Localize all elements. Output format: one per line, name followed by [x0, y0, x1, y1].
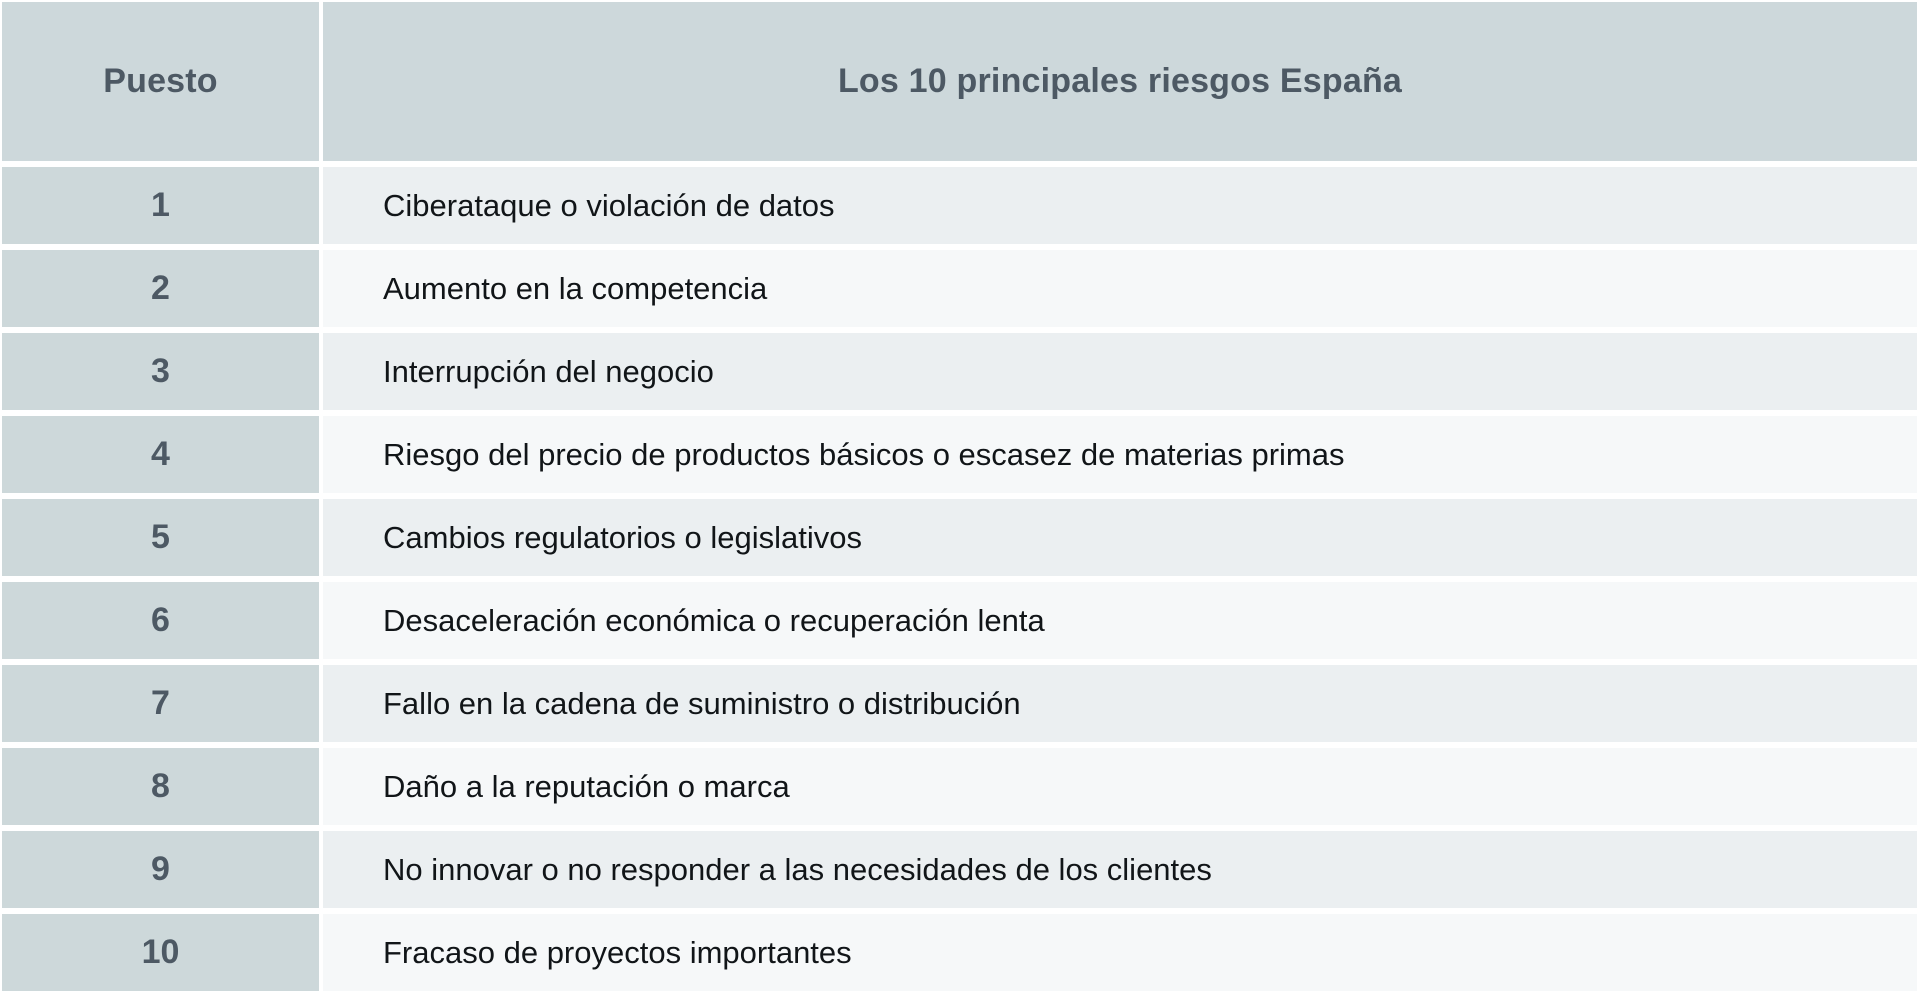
risk-cell: Fallo en la cadena de suministro o distr…: [323, 665, 1917, 742]
rank-value: 6: [151, 601, 170, 639]
risk-cell: Fracaso de proyectos importantes: [323, 914, 1917, 991]
risk-label: Riesgo del precio de productos básicos o…: [383, 436, 1345, 472]
header-title-cell: Los 10 principales riesgos España: [323, 2, 1917, 161]
risk-label: Fracaso de proyectos importantes: [383, 934, 852, 970]
table-title: Los 10 principales riesgos España: [837, 62, 1403, 100]
rank-cell: 5: [2, 499, 319, 576]
risk-label: Ciberataque o violación de datos: [383, 187, 835, 223]
table-row: 8 Daño a la reputación o marca: [2, 748, 1917, 825]
header-rank-cell: Puesto: [2, 2, 319, 161]
table-row: 9 No innovar o no responder a las necesi…: [2, 831, 1917, 908]
risk-label: Interrupción del negocio: [383, 353, 714, 389]
risk-label: Aumento en la competencia: [383, 270, 768, 306]
rank-value: 2: [151, 269, 170, 307]
risk-label: Daño a la reputación o marca: [383, 768, 790, 804]
risk-cell: Interrupción del negocio: [323, 333, 1917, 410]
rank-cell: 3: [2, 333, 319, 410]
rank-cell: 4: [2, 416, 319, 493]
table-row: 3 Interrupción del negocio: [2, 333, 1917, 410]
table-row: 6 Desaceleración económica o recuperació…: [2, 582, 1917, 659]
rank-value: 5: [151, 518, 170, 556]
table-row: 10 Fracaso de proyectos importantes: [2, 914, 1917, 991]
rank-cell: 7: [2, 665, 319, 742]
rank-value: 1: [151, 186, 170, 224]
rank-cell: 6: [2, 582, 319, 659]
risk-label: No innovar o no responder a las necesida…: [383, 851, 1212, 887]
rank-value: 10: [141, 933, 180, 971]
table-row: 7 Fallo en la cadena de suministro o dis…: [2, 665, 1917, 742]
rank-value: 7: [151, 684, 170, 722]
rank-cell: 9: [2, 831, 319, 908]
risk-cell: Riesgo del precio de productos básicos o…: [323, 416, 1917, 493]
rank-cell: 1: [2, 167, 319, 244]
rank-cell: 10: [2, 914, 319, 991]
risk-cell: Aumento en la competencia: [323, 250, 1917, 327]
rank-value: 8: [151, 767, 170, 805]
table-row: 2 Aumento en la competencia: [2, 250, 1917, 327]
risk-label: Fallo en la cadena de suministro o distr…: [383, 685, 1021, 721]
header-rank-label: Puesto: [103, 62, 218, 100]
rank-value: 4: [151, 435, 170, 473]
risk-cell: Daño a la reputación o marca: [323, 748, 1917, 825]
table-row: 1 Ciberataque o violación de datos: [2, 167, 1917, 244]
rank-cell: 8: [2, 748, 319, 825]
rank-value: 9: [151, 850, 170, 888]
risk-cell: Desaceleración económica o recuperación …: [323, 582, 1917, 659]
risk-cell: Ciberataque o violación de datos: [323, 167, 1917, 244]
rank-cell: 2: [2, 250, 319, 327]
risk-cell: Cambios regulatorios o legislativos: [323, 499, 1917, 576]
table-row: 5 Cambios regulatorios o legislativos: [2, 499, 1917, 576]
risk-label: Desaceleración económica o recuperación …: [383, 602, 1045, 638]
risk-cell: No innovar o no responder a las necesida…: [323, 831, 1917, 908]
table-header-row: Puesto Los 10 principales riesgos España: [2, 2, 1917, 161]
rank-value: 3: [151, 352, 170, 390]
risk-label: Cambios regulatorios o legislativos: [383, 519, 863, 555]
table-row: 4 Riesgo del precio de productos básicos…: [2, 416, 1917, 493]
